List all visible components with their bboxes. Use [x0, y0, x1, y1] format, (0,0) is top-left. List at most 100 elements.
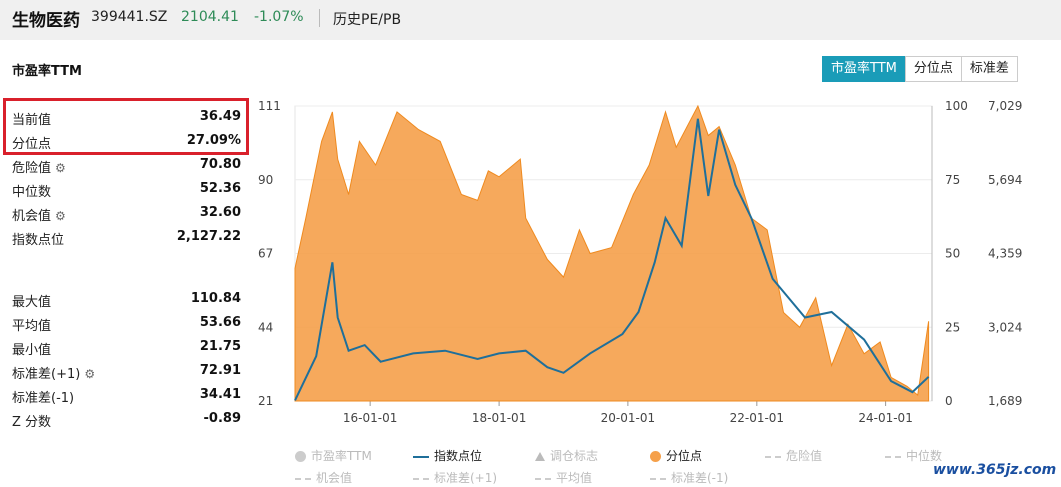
stat-label: 当前值	[12, 113, 52, 128]
stat-value: 32.60	[199, 205, 241, 220]
gear-icon[interactable]: ⚙	[84, 367, 96, 381]
stat-label: Z 分数	[12, 415, 52, 430]
stat-label: 标准差(+1) ⚙	[12, 363, 95, 382]
legend-label: 分位点	[666, 449, 703, 463]
legend-label: 中位数	[906, 449, 943, 463]
legend-dash-icon	[650, 477, 666, 480]
stat-value: 2,127.22	[176, 229, 241, 244]
series-line-index	[294, 118, 930, 401]
legend-label: 危险值	[786, 449, 823, 463]
right-axis-tick-index: 4,359	[988, 247, 1022, 261]
legend-label: 标准差(+1)	[434, 471, 498, 485]
tab-pe-ttm[interactable]: 市盈率TTM	[822, 56, 906, 82]
legend-label: 指数点位	[434, 449, 483, 463]
section-title: 市盈率TTM	[12, 64, 82, 79]
left-axis-tick: 111	[258, 99, 281, 113]
history-pe-pb-link[interactable]: 历史PE/PB	[333, 12, 402, 28]
pe-chart[interactable]: 111 100 7,029 90 75 5,694 67 50 4,359 44 25 3,024 21…	[255, 96, 1061, 436]
left-axis-tick: 67	[258, 247, 273, 261]
stat-label: 平均值	[12, 319, 52, 334]
legend-label: 平均值	[556, 471, 593, 485]
series-area-percentile	[294, 104, 930, 402]
tab-percentile[interactable]: 分位点	[904, 56, 962, 82]
stat-value: 36.49	[199, 109, 241, 124]
legend-item[interactable]: 调仓标志	[535, 447, 598, 464]
legend-dash-icon	[413, 477, 429, 480]
header-divider	[319, 9, 320, 27]
stat-label-text: 机会值	[12, 209, 52, 224]
watermark: www.365jz.com	[933, 462, 1057, 478]
stat-value: -0.89	[203, 411, 241, 426]
stat-label: 中位数	[12, 185, 52, 200]
highlight-box	[3, 98, 249, 155]
stat-label: 标准差(-1)	[12, 391, 75, 406]
stat-label: 指数点位	[12, 233, 65, 248]
right-axis-tick-index: 5,694	[988, 173, 1022, 187]
legend-dash-icon	[885, 455, 901, 458]
index-change: -1.07%	[254, 9, 304, 25]
legend-item[interactable]: 中位数	[885, 447, 942, 464]
legend-triangle-icon	[535, 452, 545, 461]
header-bar: 生物医药 399441.SZ 2104.41 -1.07% 历史PE/PB	[0, 0, 1061, 40]
tab-std-dev[interactable]: 标准差	[960, 56, 1018, 82]
stat-label: 机会值 ⚙	[12, 205, 66, 224]
stat-value: 53.66	[199, 315, 241, 330]
left-axis-tick: 90	[258, 173, 273, 187]
metric-tabs: 市盈率TTM 分位点 标准差	[822, 56, 1018, 82]
legend-label: 标准差(-1)	[671, 471, 729, 485]
stat-row-std-plus: 标准差(+1) ⚙ 72.91	[12, 360, 241, 384]
stat-value: 52.36	[199, 181, 241, 196]
legend-dash-icon	[295, 477, 311, 480]
legend-item[interactable]: 危险值	[765, 447, 822, 464]
x-axis-tick-label: 22-01-01	[730, 411, 784, 425]
stats-panel: 当前值 36.49 分位点 27.09% 危险值 ⚙ 70.80 中位数 52.3…	[12, 106, 241, 432]
legend-item[interactable]: 机会值	[295, 469, 352, 486]
right-axis-tick-percentile: 25	[945, 320, 960, 334]
stat-row-opportunity: 机会值 ⚙ 32.60	[12, 202, 241, 226]
right-axis-tick-percentile: 75	[945, 173, 960, 187]
stat-row-z-score: Z 分数 -0.89	[12, 408, 241, 432]
legend-label: 市盈率TTM	[311, 449, 372, 463]
legend-item[interactable]: 市盈率TTM	[295, 447, 372, 464]
right-axis-tick-index: 1,689	[988, 394, 1022, 408]
right-axis-tick-index: 7,029	[988, 99, 1022, 113]
right-axis-tick-percentile: 0	[945, 394, 953, 408]
legend-item[interactable]: 分位点	[650, 447, 702, 464]
stat-row-percentile: 分位点 27.09%	[12, 130, 241, 154]
legend-item[interactable]: 标准差(-1)	[650, 469, 728, 486]
legend-dash-icon	[535, 477, 551, 480]
x-axis-tick-label: 18-01-01	[472, 411, 526, 425]
stat-label: 分位点	[12, 137, 52, 152]
stat-value: 27.09%	[186, 133, 241, 148]
stat-label: 最大值	[12, 295, 52, 310]
stat-row-median: 中位数 52.36	[12, 178, 241, 202]
stat-value: 21.75	[199, 339, 241, 354]
index-name: 生物医药	[12, 11, 80, 31]
x-axis-tick-label: 20-01-01	[601, 411, 655, 425]
legend-dot-icon	[650, 451, 661, 462]
gear-icon[interactable]: ⚙	[55, 161, 66, 175]
stat-row-std-minus: 标准差(-1) 34.41	[12, 384, 241, 408]
stat-row-current: 当前值 36.49	[12, 106, 241, 130]
stat-row-danger: 危险值 ⚙ 70.80	[12, 154, 241, 178]
x-axis-tick-label: 16-01-01	[343, 411, 397, 425]
stat-row-min: 最小值 21.75	[12, 336, 241, 360]
stat-label: 最小值	[12, 343, 52, 358]
index-code: 399441.SZ	[91, 9, 168, 25]
stat-row-index-level: 指数点位 2,127.22	[12, 226, 241, 250]
stat-label-text: 危险值	[12, 161, 52, 176]
gear-icon[interactable]: ⚙	[55, 209, 66, 223]
legend-item[interactable]: 标准差(+1)	[413, 469, 497, 486]
left-axis-tick: 44	[258, 320, 273, 334]
index-price: 2104.41	[181, 9, 239, 25]
legend-label: 调仓标志	[550, 449, 599, 463]
right-axis-tick-percentile: 50	[945, 247, 960, 261]
stat-value: 110.84	[190, 291, 241, 306]
stat-row-mean: 平均值 53.66	[12, 312, 241, 336]
legend-item[interactable]: 平均值	[535, 469, 592, 486]
stat-value: 70.80	[199, 157, 241, 172]
x-axis-tick-label: 24-01-01	[858, 411, 912, 425]
legend-item[interactable]: 指数点位	[413, 447, 482, 464]
right-axis-tick-percentile: 100	[945, 99, 968, 113]
stat-label-text: 标准差(+1)	[12, 367, 81, 382]
